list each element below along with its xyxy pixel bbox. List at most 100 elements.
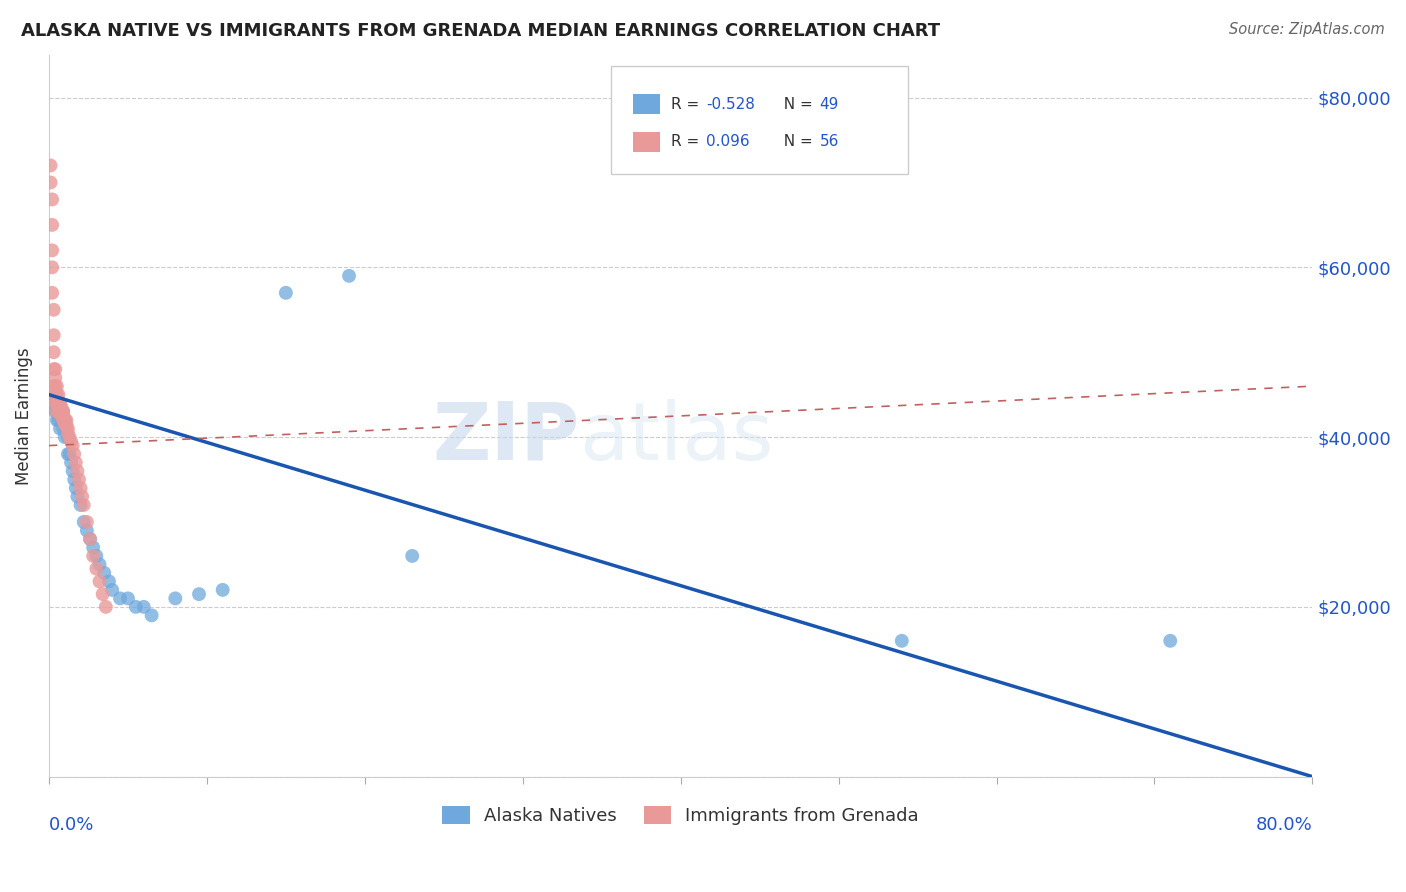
Point xyxy=(55,417,77,432)
Point xyxy=(49,396,72,410)
Point xyxy=(108,591,131,606)
Point xyxy=(51,404,73,418)
Point xyxy=(41,285,63,300)
Point xyxy=(55,422,77,436)
Point xyxy=(49,396,72,410)
Point xyxy=(45,404,67,418)
Point xyxy=(42,362,65,376)
Point xyxy=(49,422,72,436)
Point xyxy=(52,422,75,436)
Point xyxy=(91,587,114,601)
Point xyxy=(41,193,63,207)
Point xyxy=(41,244,63,258)
Point xyxy=(67,473,90,487)
Point xyxy=(66,490,89,504)
Point xyxy=(890,633,912,648)
Text: 49: 49 xyxy=(820,96,839,112)
Point xyxy=(98,574,121,589)
Point xyxy=(51,404,73,418)
Point xyxy=(44,379,66,393)
Point xyxy=(65,481,87,495)
Point xyxy=(65,456,87,470)
Point xyxy=(82,541,104,555)
Point xyxy=(79,532,101,546)
Point xyxy=(56,430,79,444)
Point xyxy=(39,176,62,190)
Point xyxy=(82,549,104,563)
Point xyxy=(45,396,67,410)
Point xyxy=(49,404,72,418)
Point xyxy=(86,549,108,563)
Point xyxy=(56,425,79,440)
Point xyxy=(58,430,80,444)
Point xyxy=(53,413,76,427)
Point xyxy=(48,413,70,427)
Text: ZIP: ZIP xyxy=(433,399,579,476)
Point xyxy=(141,608,163,623)
Point xyxy=(89,574,111,589)
Point xyxy=(211,582,233,597)
Point xyxy=(48,387,70,401)
Point xyxy=(41,218,63,232)
Point xyxy=(51,413,73,427)
Point xyxy=(73,498,96,512)
Point xyxy=(39,159,62,173)
Text: 0.0%: 0.0% xyxy=(49,816,94,834)
Point xyxy=(44,396,66,410)
Point xyxy=(49,404,72,418)
Point xyxy=(53,430,76,444)
Point xyxy=(94,599,117,614)
Point xyxy=(44,370,66,384)
Point xyxy=(60,434,83,449)
Point xyxy=(79,532,101,546)
Point xyxy=(62,439,84,453)
Text: Source: ZipAtlas.com: Source: ZipAtlas.com xyxy=(1229,22,1385,37)
Point xyxy=(89,558,111,572)
Point xyxy=(132,599,155,614)
Point xyxy=(42,379,65,393)
Point xyxy=(93,566,115,580)
Point xyxy=(48,396,70,410)
Point xyxy=(52,413,75,427)
Point xyxy=(76,515,98,529)
Point xyxy=(101,582,124,597)
Point xyxy=(76,524,98,538)
Point xyxy=(73,515,96,529)
Text: N =: N = xyxy=(775,96,818,112)
Point xyxy=(45,413,67,427)
Text: -0.528: -0.528 xyxy=(706,96,755,112)
Point xyxy=(63,447,86,461)
Point xyxy=(52,404,75,418)
Point xyxy=(69,498,91,512)
Point xyxy=(63,473,86,487)
Point xyxy=(44,404,66,418)
Bar xyxy=(633,131,661,152)
Point xyxy=(45,396,67,410)
Point xyxy=(42,345,65,359)
Point xyxy=(41,260,63,275)
Point xyxy=(66,464,89,478)
Text: R =: R = xyxy=(671,96,703,112)
Point xyxy=(42,328,65,343)
Point xyxy=(274,285,297,300)
Point xyxy=(62,464,84,478)
Point xyxy=(125,599,148,614)
Point xyxy=(44,387,66,401)
Text: N =: N = xyxy=(775,134,818,149)
Point xyxy=(42,302,65,317)
Point xyxy=(48,396,70,410)
Point xyxy=(56,447,79,461)
Text: 80.0%: 80.0% xyxy=(1256,816,1312,834)
Point xyxy=(401,549,423,563)
Point xyxy=(58,447,80,461)
Point xyxy=(49,401,72,415)
Point xyxy=(45,379,67,393)
Point xyxy=(337,268,360,283)
Point xyxy=(188,587,211,601)
Point xyxy=(1159,633,1181,648)
Point xyxy=(44,362,66,376)
Point xyxy=(53,417,76,432)
Y-axis label: Median Earnings: Median Earnings xyxy=(15,347,32,484)
Point xyxy=(53,413,76,427)
Bar xyxy=(633,94,661,114)
